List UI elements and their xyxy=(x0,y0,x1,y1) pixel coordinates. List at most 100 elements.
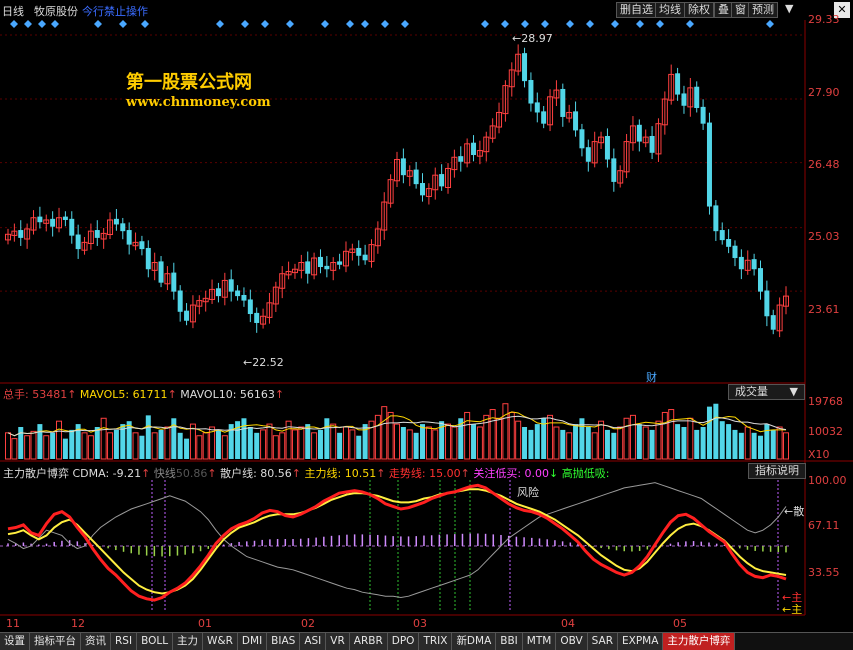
tab-4[interactable]: BOLL xyxy=(137,633,174,650)
volume-bar xyxy=(374,414,381,460)
toolbar: 日线 牧原股份 今行禁止操作 删自选 均线 除权 叠 窗 预测 ▼ ✕ xyxy=(0,0,853,20)
signal-diamond xyxy=(10,20,18,28)
candle-body xyxy=(451,156,458,171)
volume-bar xyxy=(260,429,267,460)
tab-17[interactable]: OBV xyxy=(556,633,588,650)
tab-15[interactable]: BBI xyxy=(496,633,523,650)
tab-6[interactable]: W&R xyxy=(203,633,238,650)
guanzhu-value: 关注低买: 0.00 xyxy=(473,467,550,480)
volume-bar xyxy=(356,435,362,459)
close-icon[interactable]: ✕ xyxy=(834,2,850,18)
volume-bar xyxy=(87,435,94,460)
candle-body xyxy=(668,73,675,101)
candle-body xyxy=(24,228,31,240)
tab-19[interactable]: EXPMA xyxy=(618,633,664,650)
candle-body xyxy=(266,302,273,318)
candle-body xyxy=(342,250,349,267)
volume-bar xyxy=(177,432,183,459)
candle-body xyxy=(738,256,744,270)
volume-bar xyxy=(94,427,100,459)
tab-20[interactable]: 主力散户博弈 xyxy=(663,633,736,650)
ex-rights-button[interactable]: 除权 xyxy=(684,2,714,18)
volume-bar xyxy=(30,430,37,460)
volume-tick: 10032 xyxy=(808,425,843,438)
volume-bar xyxy=(464,411,471,460)
arrow-down-icon[interactable]: ▼ xyxy=(785,2,794,15)
signal-diamond xyxy=(401,20,409,28)
candle-body xyxy=(636,124,642,142)
signal-diamond xyxy=(566,20,574,28)
zhuli-side-label: ←主 xyxy=(782,603,803,616)
candle-body xyxy=(330,262,337,271)
candle-body xyxy=(541,111,547,124)
volume-bar xyxy=(184,438,190,459)
indicator-tabs: 设置 指标平台 资讯 RSI BOLL 主力 W&R DMI BIAS ASI VR ARBR DPO T… xyxy=(0,632,853,650)
volume-bar xyxy=(158,429,164,459)
volume-bar xyxy=(617,426,624,460)
candle-body xyxy=(547,96,554,126)
remove-favorite-button[interactable]: 删自选 xyxy=(616,2,657,18)
tab-3[interactable]: RSI xyxy=(111,633,138,650)
candle-body xyxy=(776,304,783,332)
volume-bar xyxy=(254,432,260,459)
finance-mark[interactable]: 财 xyxy=(646,371,657,384)
volume-bar xyxy=(579,418,585,459)
kuaixian-value: 50.86 xyxy=(175,467,208,480)
zhuli-value: 主力线: 10.51 xyxy=(304,467,377,480)
tab-16[interactable]: MTM xyxy=(522,633,557,650)
tab-13[interactable]: TRIX xyxy=(419,633,453,650)
volume-value: 53481 xyxy=(32,388,68,401)
candle-body xyxy=(387,179,394,204)
tab-9[interactable]: ASI xyxy=(300,633,327,650)
candle-body xyxy=(642,136,649,144)
candle-body xyxy=(5,233,11,241)
tab-10[interactable]: VR xyxy=(326,633,350,650)
tab-1[interactable]: 指标平台 xyxy=(30,633,81,650)
candle-body xyxy=(145,247,151,270)
volume-bar xyxy=(62,438,68,459)
candle-body xyxy=(362,254,368,261)
tab-7[interactable]: DMI xyxy=(237,633,268,650)
candle-body xyxy=(228,279,234,292)
candle-body xyxy=(81,241,88,251)
tab-0[interactable]: 设置 xyxy=(0,633,30,650)
tab-2[interactable]: 资讯 xyxy=(81,633,111,650)
stock-name[interactable]: 牧原股份 xyxy=(34,5,78,18)
volume-bar xyxy=(751,432,757,459)
tab-18[interactable]: SAR xyxy=(587,633,618,650)
forecast-button[interactable]: 预测 xyxy=(748,2,778,18)
candle-body xyxy=(425,188,432,197)
volume-tick: 19768 xyxy=(808,395,843,408)
candle-body xyxy=(464,143,471,164)
volume-bar xyxy=(337,432,343,459)
candle-body xyxy=(489,125,496,139)
volume-bar xyxy=(649,429,655,459)
tab-5[interactable]: 主力 xyxy=(173,633,204,650)
volume-bar xyxy=(100,417,107,460)
volume-bar xyxy=(202,432,209,460)
volume-bar xyxy=(458,418,464,459)
candle-body xyxy=(37,216,43,223)
candle-body xyxy=(337,261,343,265)
candle-body xyxy=(291,268,298,274)
volume-bar xyxy=(738,432,744,459)
volume-bar xyxy=(655,420,662,460)
volume-bar xyxy=(642,426,649,460)
indicator-name[interactable]: 主力散户博弈 xyxy=(3,467,69,480)
mavol10-label: MAVOL10: xyxy=(180,388,240,401)
tab-11[interactable]: ARBR xyxy=(349,633,388,650)
period-label[interactable]: 日线 xyxy=(2,5,24,18)
tab-14[interactable]: 新DMA xyxy=(452,633,497,650)
candle-body xyxy=(560,88,566,117)
month-label: 03 xyxy=(413,617,427,630)
candle-body xyxy=(18,230,24,238)
volume-bar xyxy=(324,418,330,459)
sanhu-value: 散户线: 80.56 xyxy=(220,467,292,480)
tab-8[interactable]: BIAS xyxy=(267,633,301,650)
indicator-help-button[interactable]: 指标说明 xyxy=(748,463,806,479)
candle-body xyxy=(649,135,655,153)
volume-bar xyxy=(719,421,725,459)
tab-12[interactable]: DPO xyxy=(387,633,420,650)
volume-button[interactable]: 成交量 ▼ xyxy=(728,384,805,400)
